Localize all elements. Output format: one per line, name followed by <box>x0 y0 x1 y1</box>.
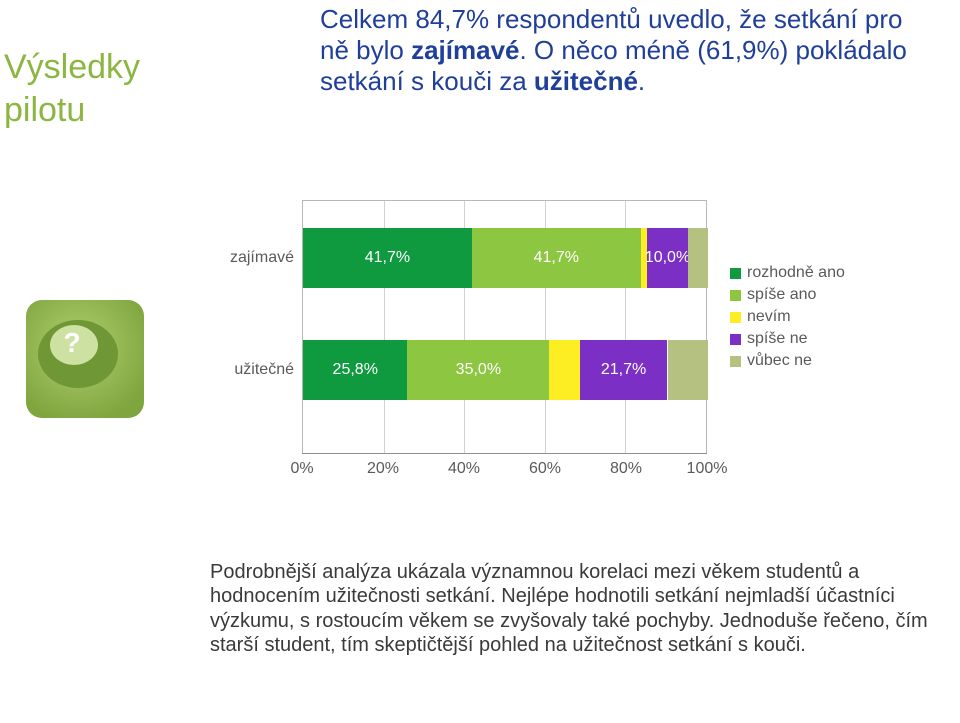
x-tick-label: 20% <box>367 460 399 478</box>
svg-text:?: ? <box>63 327 80 358</box>
question-bubble-icon: ? <box>26 300 144 423</box>
legend-swatch <box>730 334 741 345</box>
legend-label: rozhodně ano <box>747 264 845 282</box>
legend-item: spíše ano <box>730 286 845 304</box>
bar-segment <box>668 340 709 400</box>
x-tick-label: 80% <box>610 460 642 478</box>
chart-legend: rozhodně ano spíše ano nevím spíše ne vůbec … <box>730 260 845 374</box>
legend-label: spíše ne <box>747 330 807 348</box>
category-label: užitečné <box>210 361 294 379</box>
bar-segment: 21,7% <box>580 340 668 400</box>
bar-segment: 10,0% <box>647 228 688 288</box>
category-label: zajímavé <box>210 249 294 267</box>
intro-bold1: zajímavé <box>411 35 519 65</box>
x-tick-label: 100% <box>687 460 728 478</box>
legend-swatch <box>730 290 741 301</box>
legend-swatch <box>730 268 741 279</box>
bar-segment: 41,7% <box>472 228 641 288</box>
legend-label: spíše ano <box>747 286 816 304</box>
bar-row-0: 41,7%41,7%10,0% <box>303 228 706 288</box>
bar-segment: 35,0% <box>407 340 549 400</box>
conclusion-paragraph: Podrobnější analýza ukázala významnou ko… <box>210 560 930 658</box>
legend-item: nevím <box>730 308 845 326</box>
intro-seg3: . <box>638 66 645 96</box>
legend-item: rozhodně ano <box>730 264 845 282</box>
bar-segment: 25,8% <box>303 340 407 400</box>
bar-segment <box>688 228 708 288</box>
intro-paragraph: Celkem 84,7% respondentů uvedlo, že setk… <box>320 4 910 98</box>
intro-bold2: užitečné <box>534 66 638 96</box>
section-title-line1: Výsledky <box>4 46 140 89</box>
bar-row-1: 25,8%35,0% 21,7% <box>303 340 706 400</box>
legend-swatch <box>730 312 741 323</box>
legend-item: vůbec ne <box>730 352 845 370</box>
x-tick-label: 40% <box>448 460 480 478</box>
stacked-bar-chart: zajímavé užitečné 41,7%41,7%10,0% 25,8%3… <box>210 200 870 502</box>
bar-segment: 41,7% <box>303 228 472 288</box>
x-axis-line <box>302 453 707 454</box>
x-tick-label: 60% <box>529 460 561 478</box>
legend-label: nevím <box>747 308 791 326</box>
section-title: Výsledky pilotu <box>4 46 140 131</box>
legend-swatch <box>730 356 741 367</box>
bar-segment <box>549 340 579 400</box>
section-title-line2: pilotu <box>4 89 140 132</box>
legend-item: spíše ne <box>730 330 845 348</box>
legend-label: vůbec ne <box>747 352 812 370</box>
x-tick-label: 0% <box>290 460 313 478</box>
